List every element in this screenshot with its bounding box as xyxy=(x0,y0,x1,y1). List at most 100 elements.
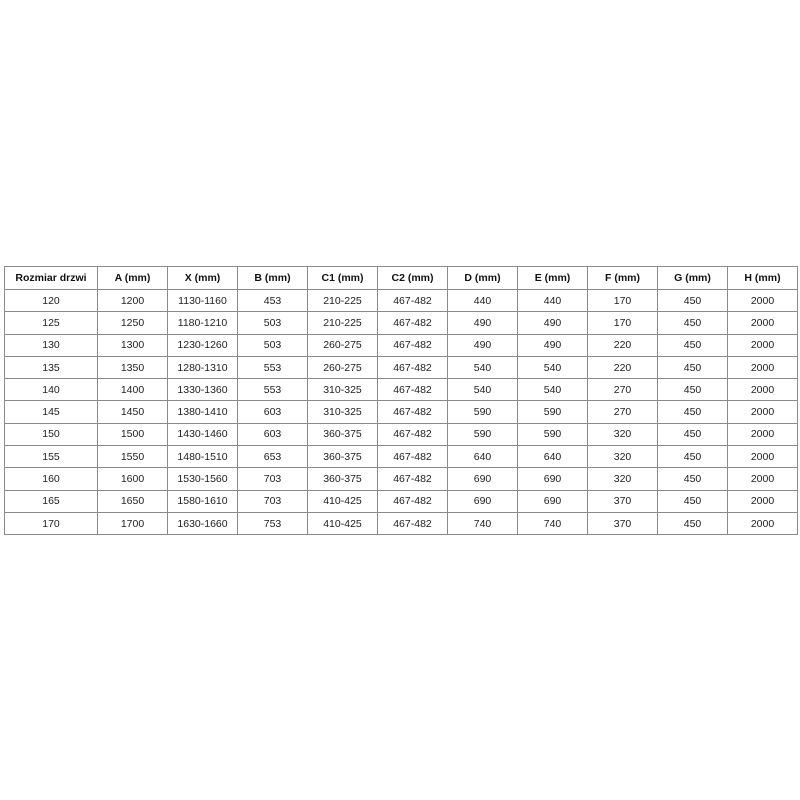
table-row: 155 1550 1480-1510 653 360-375 467-482 640 640 3… xyxy=(4,445,798,469)
table-cell: 155 xyxy=(4,445,98,469)
table-cell: 450 xyxy=(657,511,728,536)
table-cell: 450 xyxy=(657,467,728,491)
column-header: H (mm) xyxy=(727,266,798,290)
table-cell: 440 xyxy=(447,288,518,313)
table-cell: 360-375 xyxy=(307,467,378,491)
column-header: F (mm) xyxy=(587,266,658,290)
table-row: 160 1600 1530-1560 703 360-375 467-482 690 690 3… xyxy=(4,467,798,491)
table-cell: 270 xyxy=(587,400,658,424)
table-cell: 1230-1260 xyxy=(167,333,238,357)
table-cell: 220 xyxy=(587,333,658,357)
table-cell: 490 xyxy=(517,311,588,335)
table-cell: 1700 xyxy=(97,511,168,536)
table-cell: 450 xyxy=(657,378,728,402)
column-header: B (mm) xyxy=(237,266,308,290)
table-cell: 1650 xyxy=(97,489,168,513)
table-cell: 490 xyxy=(447,311,518,335)
table-cell: 453 xyxy=(237,288,308,313)
table-cell: 503 xyxy=(237,311,308,335)
column-header: C1 (mm) xyxy=(307,266,378,290)
table-cell: 210-225 xyxy=(307,311,378,335)
table-cell: 467-482 xyxy=(377,489,448,513)
table-cell: 145 xyxy=(4,400,98,424)
table-cell: 703 xyxy=(237,489,308,513)
table-cell: 1480-1510 xyxy=(167,445,238,469)
table-cell: 467-482 xyxy=(377,511,448,536)
table-cell: 690 xyxy=(447,467,518,491)
table-cell: 1330-1360 xyxy=(167,378,238,402)
table-cell: 2000 xyxy=(727,311,798,335)
column-header: C2 (mm) xyxy=(377,266,448,290)
table-cell: 450 xyxy=(657,400,728,424)
table-cell: 1280-1310 xyxy=(167,355,238,380)
column-header: Rozmiar drzwi xyxy=(4,266,98,290)
table-cell: 2000 xyxy=(727,467,798,491)
table-row: 120 1200 1130-1160 453 210-225 467-482 440 440 1… xyxy=(4,288,798,313)
column-header: A (mm) xyxy=(97,266,168,290)
table-cell: 2000 xyxy=(727,422,798,447)
table-cell: 640 xyxy=(447,445,518,469)
table-cell: 2000 xyxy=(727,378,798,402)
table-cell: 590 xyxy=(517,422,588,447)
table-cell: 450 xyxy=(657,333,728,357)
table-cell: 590 xyxy=(517,400,588,424)
table-cell: 310-325 xyxy=(307,378,378,402)
table-cell: 370 xyxy=(587,511,658,536)
table-cell: 1130-1160 xyxy=(167,288,238,313)
table-cell: 690 xyxy=(517,467,588,491)
table-cell: 120 xyxy=(4,288,98,313)
table-cell: 140 xyxy=(4,378,98,402)
table-cell: 467-482 xyxy=(377,355,448,380)
table-row: 140 1400 1330-1360 553 310-325 467-482 540 540 2… xyxy=(4,378,798,402)
table-cell: 1500 xyxy=(97,422,168,447)
table-cell: 320 xyxy=(587,422,658,447)
table-cell: 2000 xyxy=(727,511,798,536)
table-cell: 640 xyxy=(517,445,588,469)
table-cell: 310-325 xyxy=(307,400,378,424)
table-cell: 467-482 xyxy=(377,467,448,491)
table-cell: 540 xyxy=(447,378,518,402)
table-cell: 740 xyxy=(447,511,518,536)
table-cell: 165 xyxy=(4,489,98,513)
table-cell: 450 xyxy=(657,288,728,313)
table-cell: 553 xyxy=(237,355,308,380)
table-cell: 467-482 xyxy=(377,400,448,424)
table-cell: 125 xyxy=(4,311,98,335)
table-cell: 1530-1560 xyxy=(167,467,238,491)
header-row: Rozmiar drzwi A (mm) X (mm) B (mm) C1 (mm) C2… xyxy=(4,266,798,290)
table-cell: 360-375 xyxy=(307,445,378,469)
table-cell: 130 xyxy=(4,333,98,357)
table-cell: 370 xyxy=(587,489,658,513)
table-cell: 503 xyxy=(237,333,308,357)
table-cell: 653 xyxy=(237,445,308,469)
table-row: 150 1500 1430-1460 603 360-375 467-482 590 590 3… xyxy=(4,422,798,447)
table-cell: 1350 xyxy=(97,355,168,380)
table-cell: 1180-1210 xyxy=(167,311,238,335)
table-cell: 170 xyxy=(587,311,658,335)
table-cell: 1200 xyxy=(97,288,168,313)
table-cell: 603 xyxy=(237,422,308,447)
table-cell: 2000 xyxy=(727,288,798,313)
table-cell: 450 xyxy=(657,445,728,469)
table-cell: 450 xyxy=(657,489,728,513)
table-cell: 135 xyxy=(4,355,98,380)
table-cell: 410-425 xyxy=(307,489,378,513)
table-row: 135 1350 1280-1310 553 260-275 467-482 540 540 2… xyxy=(4,355,798,380)
table-cell: 260-275 xyxy=(307,355,378,380)
table-cell: 170 xyxy=(587,288,658,313)
table-cell: 1600 xyxy=(97,467,168,491)
column-header: X (mm) xyxy=(167,266,238,290)
table-row: 165 1650 1580-1610 703 410-425 467-482 690 690 3… xyxy=(4,489,798,513)
table-cell: 450 xyxy=(657,422,728,447)
table-cell: 490 xyxy=(517,333,588,357)
table-cell: 540 xyxy=(517,355,588,380)
table-cell: 467-482 xyxy=(377,311,448,335)
table-cell: 450 xyxy=(657,311,728,335)
table-cell: 553 xyxy=(237,378,308,402)
table-cell: 360-375 xyxy=(307,422,378,447)
table-cell: 753 xyxy=(237,511,308,536)
table-cell: 690 xyxy=(517,489,588,513)
table-cell: 220 xyxy=(587,355,658,380)
table-cell: 467-482 xyxy=(377,333,448,357)
table-cell: 590 xyxy=(447,422,518,447)
